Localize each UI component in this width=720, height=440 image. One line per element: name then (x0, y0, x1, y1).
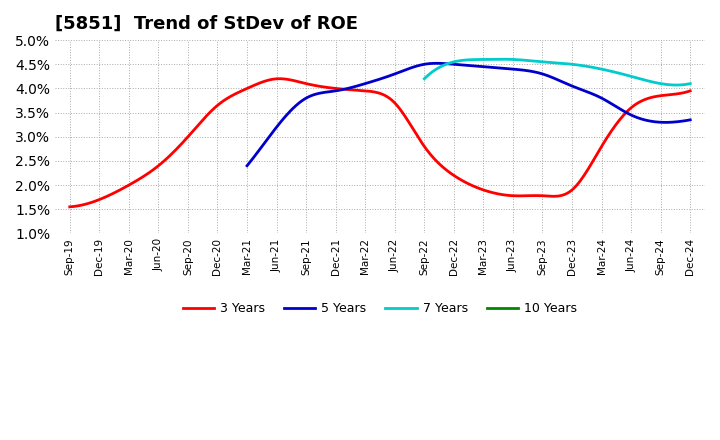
5 Years (433, 61, 441, 66)
7 Years (584, 64, 593, 69)
3 Years (68, 204, 76, 209)
5 Years (244, 161, 253, 167)
5 Years (243, 163, 251, 169)
5 Years (507, 66, 516, 72)
7 Years (579, 63, 588, 69)
Line: 5 Years: 5 Years (247, 63, 690, 166)
3 Years (437, 163, 446, 169)
Line: 7 Years: 7 Years (424, 59, 690, 85)
7 Years (578, 63, 587, 68)
7 Years (498, 57, 506, 62)
7 Years (662, 82, 670, 87)
Legend: 3 Years, 5 Years, 7 Years, 10 Years: 3 Years, 5 Years, 7 Years, 10 Years (178, 297, 582, 320)
7 Years (645, 79, 654, 84)
5 Years (508, 66, 517, 72)
7 Years (686, 81, 695, 86)
5 Years (646, 118, 654, 124)
3 Years (590, 155, 599, 161)
3 Years (686, 88, 695, 93)
Line: 3 Years: 3 Years (70, 79, 690, 207)
7 Years (420, 76, 428, 81)
5 Years (686, 117, 695, 122)
7 Years (672, 82, 680, 88)
3 Years (66, 204, 74, 209)
3 Years (275, 76, 284, 81)
Text: [5851]  Trend of StDev of ROE: [5851] Trend of StDev of ROE (55, 15, 358, 33)
5 Years (516, 67, 524, 73)
3 Years (630, 103, 639, 108)
3 Years (435, 161, 444, 166)
7 Years (421, 75, 430, 81)
3 Years (447, 171, 456, 176)
5 Years (618, 107, 626, 113)
